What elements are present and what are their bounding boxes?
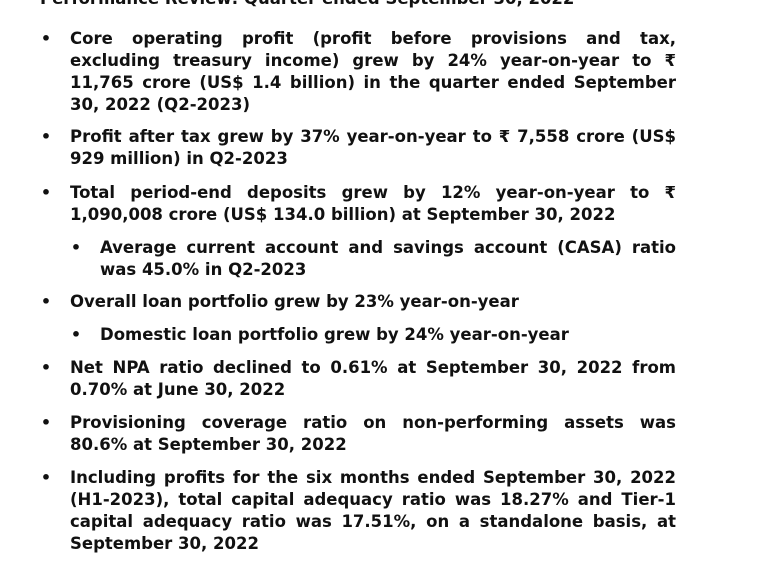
bullet-net-npa: • Net NPA ratio declined to 0.61% at Sep… — [41, 357, 676, 401]
bullet-dot-icon: • — [40, 413, 52, 432]
bullet-deposits: • Total period-end deposits grew by 12% … — [41, 182, 676, 226]
bullet-dot-icon: • — [40, 127, 52, 146]
bullet-dot-icon: • — [40, 292, 52, 311]
bullet-text: Core operating profit (profit before pro… — [70, 29, 676, 114]
bullet-text: Including profits for the six months end… — [70, 468, 676, 553]
bullet-profit-after-tax: • Profit after tax grew by 37% year-on-y… — [41, 126, 676, 170]
bullet-text: Average current account and savings acco… — [100, 238, 676, 279]
sub-bullet-domestic-loans: • Domestic loan portfolio grew by 24% ye… — [71, 324, 676, 346]
bullet-text: Net NPA ratio declined to 0.61% at Septe… — [70, 358, 676, 399]
sub-bullet-casa-ratio: • Average current account and savings ac… — [71, 237, 676, 281]
bullet-dot-icon: • — [40, 29, 52, 48]
bullet-text: Overall loan portfolio grew by 23% year-… — [70, 292, 519, 311]
bullet-text: Provisioning coverage ratio on non-perfo… — [70, 413, 676, 454]
bullet-dot-icon: • — [70, 238, 82, 257]
section-heading: Performance Review: Quarter ended Septem… — [40, 0, 574, 10]
bullet-provisioning-coverage: • Provisioning coverage ratio on non-per… — [41, 412, 676, 456]
bullet-text: Domestic loan portfolio grew by 24% year… — [100, 325, 569, 344]
bullet-loan-portfolio: • Overall loan portfolio grew by 23% yea… — [41, 291, 676, 313]
bullet-dot-icon: • — [70, 325, 82, 344]
bullet-text: Profit after tax grew by 37% year-on-yea… — [70, 127, 676, 168]
bullet-dot-icon: • — [40, 358, 52, 377]
bullet-text: Total period-end deposits grew by 12% ye… — [70, 183, 676, 224]
bullet-core-operating-profit: • Core operating profit (profit before p… — [41, 28, 676, 116]
bullet-dot-icon: • — [40, 183, 52, 202]
bullet-capital-adequacy: • Including profits for the six months e… — [41, 467, 676, 555]
bullet-dot-icon: • — [40, 468, 52, 487]
